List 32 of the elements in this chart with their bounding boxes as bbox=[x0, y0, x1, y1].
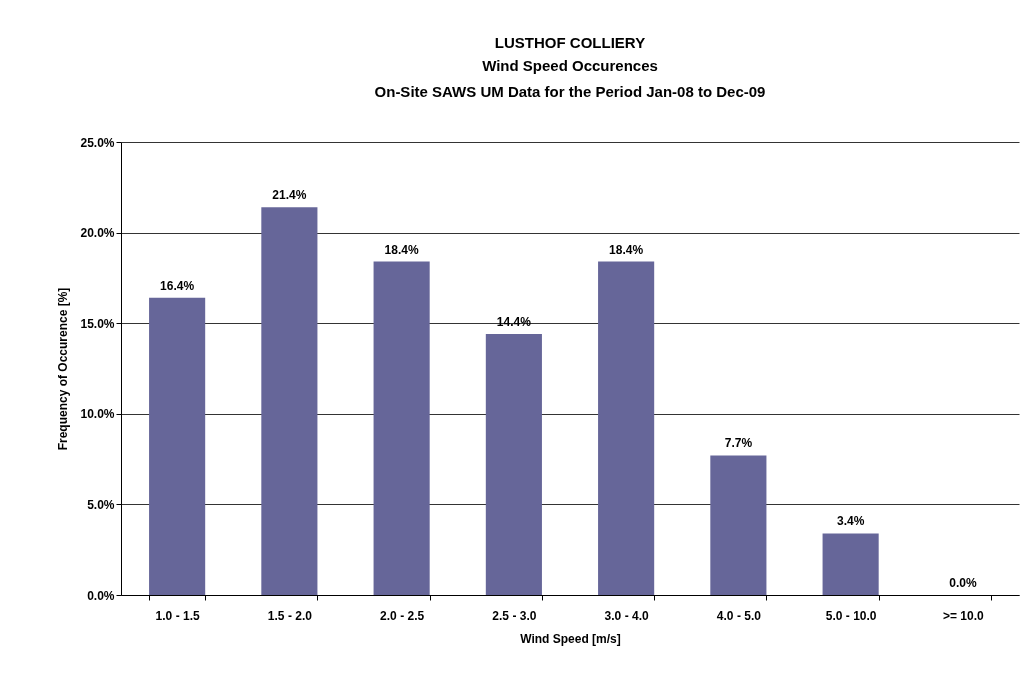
x-tick-label: 3.0 - 4.0 bbox=[604, 608, 649, 623]
x-axis-title: Wind Speed [m/s] bbox=[520, 631, 621, 646]
bar bbox=[149, 297, 206, 595]
y-tick-label: 0.0% bbox=[87, 588, 115, 603]
x-tick-label: 1.0 - 1.5 bbox=[155, 608, 200, 623]
data-label: 3.4% bbox=[836, 514, 865, 529]
x-tick-label: 2.5 - 3.0 bbox=[492, 608, 537, 623]
data-label: 18.4% bbox=[384, 242, 419, 257]
y-axis-title: Frequency of Occurence [%] bbox=[56, 287, 71, 451]
x-tick-label: 5.0 - 10.0 bbox=[825, 608, 877, 623]
bar bbox=[710, 455, 767, 595]
bar bbox=[373, 261, 430, 595]
bar bbox=[261, 207, 318, 595]
data-label: 21.4% bbox=[272, 188, 307, 203]
y-tick-label: 5.0% bbox=[87, 497, 115, 512]
chart-title: LUSTHOF COLLIERY bbox=[494, 34, 646, 51]
data-label: 18.4% bbox=[609, 242, 644, 257]
x-tick-label: 1.5 - 2.0 bbox=[267, 608, 313, 623]
data-label: 16.4% bbox=[160, 278, 195, 293]
x-tick-label: 2.0 - 2.5 bbox=[380, 608, 425, 623]
chart-subtitle: Wind Speed Occurences On-Site SAWS UM Data for the Period Jan-08 to Dec-09 bbox=[374, 57, 766, 100]
x-tick-label: 4.0 - 5.0 bbox=[716, 608, 762, 623]
y-tick-label: 25.0% bbox=[80, 135, 115, 150]
y-tick-label: 10.0% bbox=[80, 407, 115, 422]
data-label: 7.7% bbox=[724, 436, 753, 451]
bar bbox=[485, 334, 542, 595]
x-tick-label: >= 10.0 bbox=[943, 608, 985, 623]
y-tick-label: 15.0% bbox=[80, 316, 115, 331]
data-label: 0.0% bbox=[949, 576, 977, 590]
bar bbox=[822, 533, 879, 595]
bar bbox=[598, 261, 655, 595]
y-tick-label: 20.0% bbox=[80, 226, 115, 241]
